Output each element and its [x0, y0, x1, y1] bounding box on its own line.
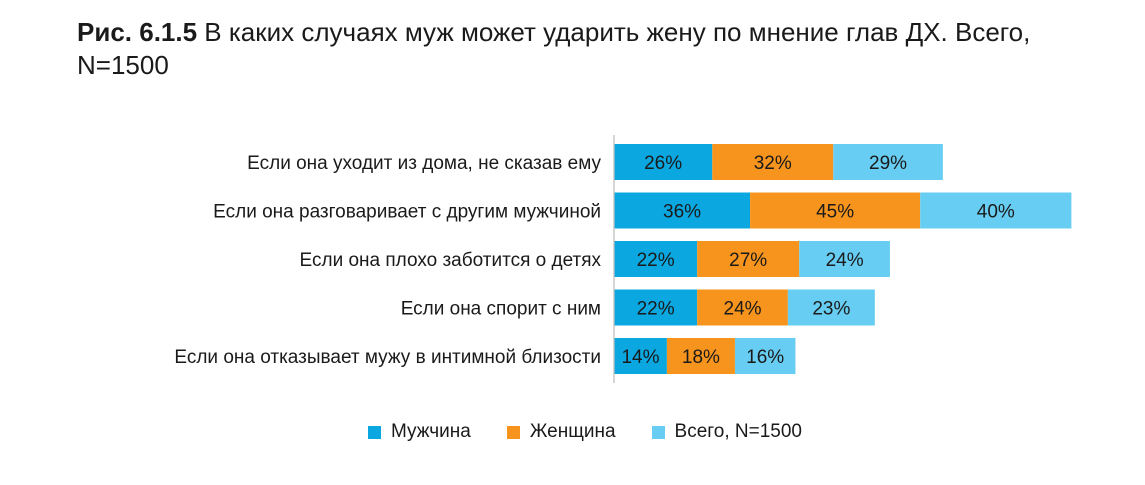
legend-swatch-man: [368, 425, 381, 439]
legend-label-total: Всего, N=1500: [674, 421, 802, 442]
category-label: Если она плохо заботится о детях: [300, 250, 602, 271]
data-label-total: 29%: [869, 153, 907, 174]
data-label-total: 23%: [812, 299, 850, 320]
legend-label-man: Мужчина: [391, 421, 471, 442]
data-label-total: 40%: [977, 202, 1015, 223]
figure-number: Рис. 6.1.5: [77, 17, 198, 47]
legend-label-woman: Женщина: [529, 421, 616, 442]
bar-woman: [697, 289, 788, 326]
bar-man: [614, 144, 713, 180]
bar-chart: Если она уходит из дома, не сказав ему 26…: [174, 135, 1072, 383]
data-label-woman: 27%: [729, 250, 767, 271]
data-label-total: 16%: [746, 347, 784, 368]
data-label-woman: 18%: [682, 347, 720, 368]
data-label-man: 36%: [663, 202, 701, 223]
category-label: Если она уходит из дома, не сказав ему: [247, 153, 601, 174]
bar-total: [799, 241, 890, 277]
category-label: Если она разговаривает с другим мужчиной: [213, 202, 601, 223]
data-label-woman: 24%: [724, 299, 762, 320]
data-label-man: 22%: [637, 250, 675, 271]
category-label: Если она отказывает мужу в интимной близ…: [174, 347, 601, 368]
data-label-man: 22%: [637, 299, 675, 320]
bar-woman: [666, 338, 735, 374]
chart-legend: Мужчина Женщина Всего, N=1500: [368, 421, 802, 443]
category-label: Если она спорит с ним: [401, 299, 601, 320]
data-label-woman: 45%: [816, 202, 854, 223]
bar-man: [614, 241, 698, 277]
data-label-man: 26%: [644, 153, 682, 174]
bar-woman: [750, 192, 921, 229]
bar-man: [614, 289, 698, 326]
chart-title: Рис. 6.1.5 В каких случаях муж может уда…: [77, 16, 1117, 82]
legend-item-man: Мужчина: [368, 421, 471, 443]
bar-woman: [697, 241, 800, 277]
legend-swatch-woman: [506, 425, 520, 439]
legend-swatch-total: [651, 425, 665, 439]
bar-total: [734, 338, 796, 374]
data-label-man: 14%: [621, 347, 659, 368]
bar-man: [614, 338, 667, 374]
legend-item-woman: Женщина: [506, 421, 616, 443]
legend-item-total: Всего, N=1500: [651, 421, 802, 443]
bar-total: [787, 289, 875, 326]
data-label-total: 24%: [826, 250, 864, 271]
bar-total: [920, 192, 1072, 229]
figure-caption: В каких случаях муж может ударить жену п…: [77, 17, 1031, 80]
data-label-woman: 32%: [754, 153, 792, 174]
bar-total: [833, 144, 943, 180]
bar-woman: [712, 144, 834, 180]
bar-man: [614, 192, 751, 229]
